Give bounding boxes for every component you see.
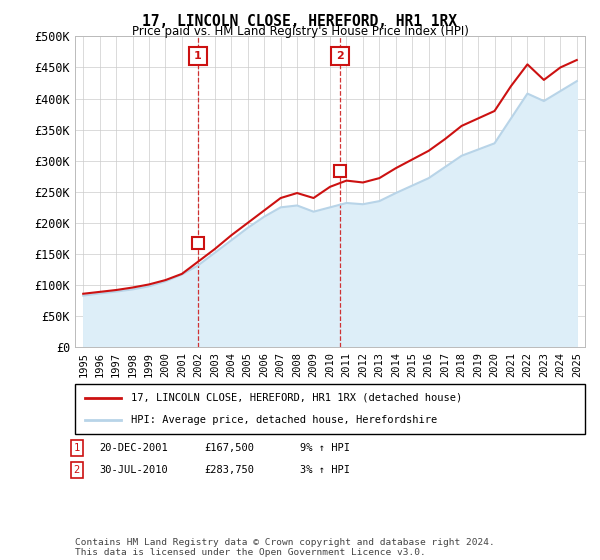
Text: Price paid vs. HM Land Registry's House Price Index (HPI): Price paid vs. HM Land Registry's House … [131, 25, 469, 38]
Text: 2: 2 [335, 52, 343, 61]
Text: 30-JUL-2010: 30-JUL-2010 [99, 465, 168, 475]
Text: 1: 1 [74, 443, 80, 453]
Text: 3% ↑ HPI: 3% ↑ HPI [300, 465, 350, 475]
Text: 2: 2 [74, 465, 80, 475]
Text: £167,500: £167,500 [204, 443, 254, 453]
Text: 20-DEC-2001: 20-DEC-2001 [99, 443, 168, 453]
Text: 1: 1 [194, 52, 202, 61]
Text: HPI: Average price, detached house, Herefordshire: HPI: Average price, detached house, Here… [131, 415, 437, 425]
Text: £283,750: £283,750 [204, 465, 254, 475]
Text: 17, LINCOLN CLOSE, HEREFORD, HR1 1RX: 17, LINCOLN CLOSE, HEREFORD, HR1 1RX [143, 14, 458, 29]
Text: 17, LINCOLN CLOSE, HEREFORD, HR1 1RX (detached house): 17, LINCOLN CLOSE, HEREFORD, HR1 1RX (de… [131, 393, 463, 403]
Text: 9% ↑ HPI: 9% ↑ HPI [300, 443, 350, 453]
Text: Contains HM Land Registry data © Crown copyright and database right 2024.
This d: Contains HM Land Registry data © Crown c… [75, 538, 495, 557]
